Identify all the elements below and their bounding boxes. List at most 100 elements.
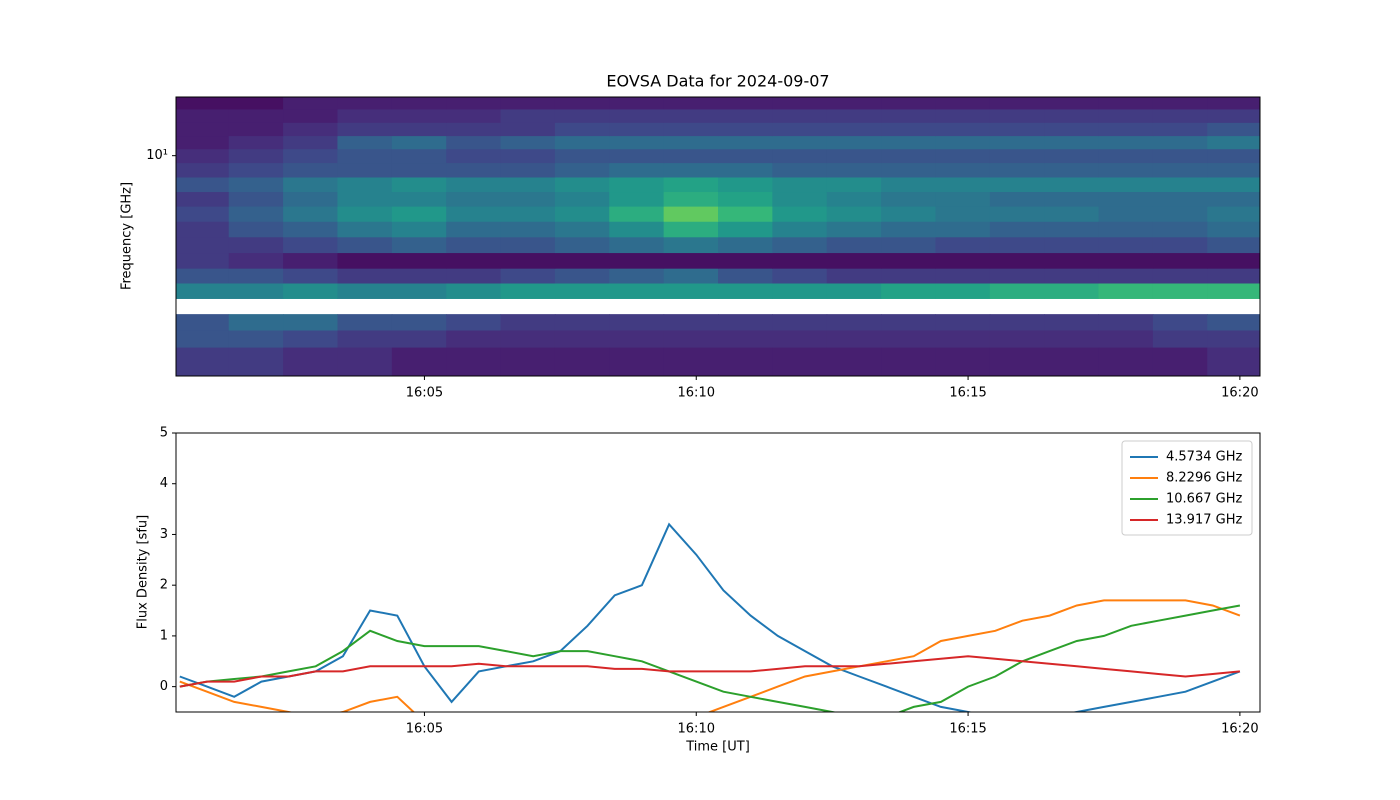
heatmap-cell (176, 122, 230, 137)
heatmap-cell (446, 314, 502, 331)
heatmap-cell (1152, 252, 1208, 269)
series-line (179, 522, 1241, 712)
heatmap-cell (1044, 162, 1100, 178)
heatmap-cell (609, 268, 665, 284)
heatmap-cell (283, 176, 338, 193)
heatmap-cell (1044, 347, 1100, 376)
heatmap-cell (391, 135, 447, 150)
heatmap-cell (718, 122, 773, 137)
heatmap-cell (1098, 108, 1154, 123)
heatmap-cell (1152, 176, 1208, 193)
heatmap-cell (176, 314, 230, 331)
heatmap-cell (826, 282, 882, 299)
heatmap-cell (176, 206, 230, 222)
heatmap-cell (663, 122, 719, 137)
heatmap-cell (718, 252, 773, 269)
heatmap-cell (718, 268, 773, 284)
heatmap-cell (1044, 108, 1100, 123)
heatmap-cell (391, 162, 447, 178)
heatmap-cell (391, 314, 447, 331)
heatmap-cell (337, 191, 393, 207)
heatmap-cell (663, 176, 719, 193)
heatmap-cell (1044, 236, 1100, 254)
heatmap-cell (935, 135, 991, 150)
legend-label: 10.667 GHz (1166, 492, 1242, 507)
heatmap-cell (663, 330, 719, 348)
heatmap-cell (663, 314, 719, 331)
heatmap-cell (1207, 162, 1260, 178)
heatmap-cell (1044, 97, 1100, 110)
plot-lines (179, 522, 1241, 712)
heatmap-cell (554, 97, 610, 110)
heatmap-cell (881, 135, 936, 150)
heatmap-cell (1044, 191, 1100, 207)
heatmap-cell (228, 314, 284, 331)
heatmap-cell (1098, 176, 1154, 193)
heatmap-cell (989, 148, 1045, 164)
heatmap-cell (609, 108, 665, 123)
heatmap-cell (1207, 221, 1260, 238)
y-tick-label: 4 (160, 476, 168, 491)
heatmap-cell (718, 221, 773, 238)
heatmap-cell (881, 108, 936, 123)
heatmap-cell (391, 97, 447, 110)
heatmap-cell (228, 135, 284, 150)
y-tick-label: 10¹ (146, 148, 168, 163)
axes-frame (175, 432, 1261, 713)
heatmap-cell (881, 148, 936, 164)
heatmap-cell (609, 330, 665, 348)
heatmap-cell (663, 108, 719, 123)
heatmap-cell (989, 314, 1045, 331)
heatmap-cell (446, 221, 502, 238)
heatmap-cell (772, 176, 828, 193)
heatmap-cell (228, 162, 284, 178)
heatmap-cell (500, 148, 556, 164)
heatmap-cell (772, 330, 828, 348)
heatmap-cell (1098, 236, 1154, 254)
heatmap-cell (500, 162, 556, 178)
heatmap-cell (228, 191, 284, 207)
heatmap-cell (554, 122, 610, 137)
heatmap-cell (337, 162, 393, 178)
heatmap-cell (826, 191, 882, 207)
heatmap-cell (1152, 135, 1208, 150)
legend-label: 13.917 GHz (1166, 513, 1242, 528)
heatmap-cell (663, 206, 719, 222)
heatmap-cell (989, 206, 1045, 222)
heatmap-cell (500, 206, 556, 222)
heatmap-cell (663, 347, 719, 376)
heatmap-cell (881, 282, 936, 299)
heatmap-cell (176, 221, 230, 238)
heatmap-cell (554, 191, 610, 207)
heatmap-cell (1098, 148, 1154, 164)
heatmap-cell (826, 122, 882, 137)
heatmap-cell (391, 236, 447, 254)
heatmap-cell (826, 135, 882, 150)
heatmap-cell (446, 176, 502, 193)
heatmap-cell (826, 330, 882, 348)
heatmap-cell (500, 252, 556, 269)
heatmap-cell (1098, 330, 1154, 348)
heatmap-cell (283, 148, 338, 164)
axes: 16:05 16:10 16:15 16:20 10¹ 4.5734 GHz 8.2296 … (146, 96, 1261, 737)
heatmap-cell (935, 97, 991, 110)
heatmap-cell (935, 206, 991, 222)
heatmap-cell (1152, 206, 1208, 222)
heatmap-cell (1098, 162, 1154, 178)
heatmap-cell (609, 206, 665, 222)
heatmap-cell (1152, 221, 1208, 238)
heatmap-cell (826, 221, 882, 238)
heatmap-cell (1152, 236, 1208, 254)
heatmap-cell (446, 191, 502, 207)
heatmap-cell (935, 176, 991, 193)
heatmap-cell (554, 162, 610, 178)
heatmap-cell (663, 191, 719, 207)
heatmap-cell (989, 221, 1045, 238)
heatmap-cell (228, 282, 284, 299)
heatmap-cell (826, 108, 882, 123)
heatmap-cell (718, 347, 773, 376)
heatmap-cell (1207, 268, 1260, 284)
heatmap-cell (1152, 97, 1208, 110)
heatmap-cell (500, 221, 556, 238)
heatmap-cell (337, 236, 393, 254)
